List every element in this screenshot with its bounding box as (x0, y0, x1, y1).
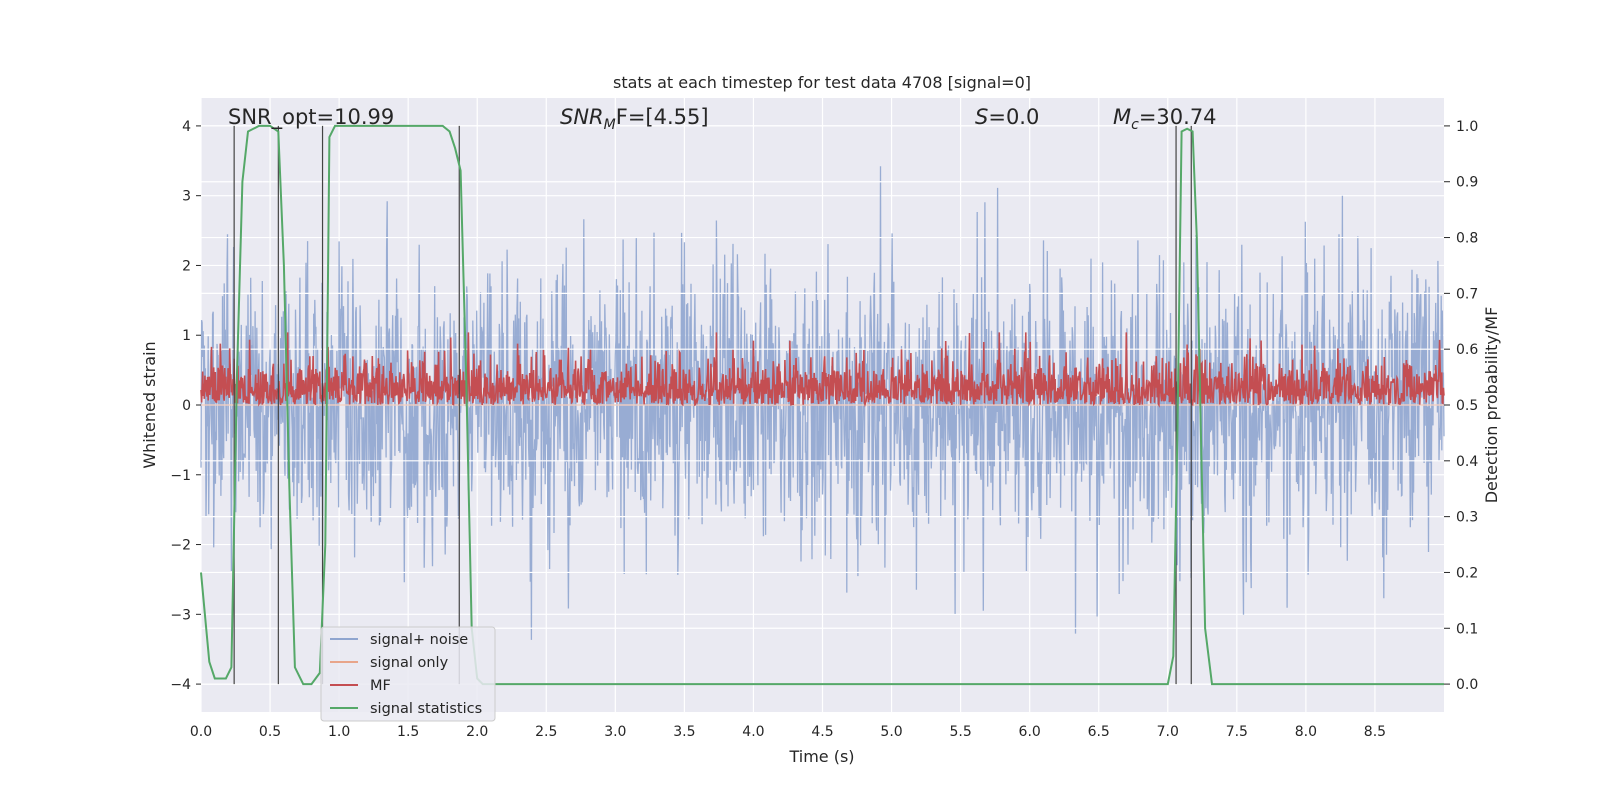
mc-value: =30.74 (1139, 105, 1217, 129)
x-tick-label: 3.5 (673, 724, 695, 740)
annotation-snr-opt: SNR_opt=10.99 (228, 105, 394, 130)
y-right-tick-label: 0.3 (1456, 510, 1478, 526)
x-tick-label: 4.5 (811, 724, 833, 740)
y-right-tick-label: 0.6 (1456, 342, 1478, 358)
signal-plus-noise-line (200, 166, 1445, 640)
y-right-tick-label: 0.1 (1456, 621, 1478, 637)
annotation-snr-mf: SNRMF=[4.55] (560, 105, 709, 133)
x-tick-label: 6.5 (1088, 724, 1110, 740)
x-tick-label: 2.5 (535, 724, 557, 740)
snr-mf-subscript: M (604, 117, 616, 133)
mc-symbol: M (1113, 105, 1131, 129)
series-mf (200, 332, 1445, 408)
x-tick-label: 0.0 (190, 724, 212, 740)
x-tick-label: 1.5 (397, 724, 419, 740)
x-tick-label: 7.0 (1157, 724, 1179, 740)
snr-mf-value: F=[4.55] (616, 105, 709, 129)
y-right-axis-ticks: 0.0 0.1 0.2 0.3 0.4 0.5 0.6 0.7 0.8 0.9 1.0 (1444, 119, 1478, 693)
x-axis-ticks: 0.0 0.5 1.0 1.5 2.0 2.5 3.0 3.5 4.0 4.5 5.0 5.5 6.0 6… (190, 724, 1386, 740)
y-left-tick-label: 3 (182, 189, 191, 205)
legend-label-signal-statistics: signal statistics (370, 701, 482, 717)
y-right-tick-label: 0.0 (1456, 677, 1478, 693)
legend-box (320, 626, 496, 722)
x-tick-label: 8.0 (1295, 724, 1317, 740)
y-right-tick-label: 0.8 (1456, 231, 1478, 247)
y-left-tick-label: 1 (182, 328, 191, 344)
x-tick-label: 4.0 (742, 724, 764, 740)
snr-mf-symbol: SNR (560, 105, 604, 129)
x-tick-label: 6.0 (1019, 724, 1041, 740)
y-left-axis-label: Whitened strain (140, 341, 159, 468)
y-left-tick-label: −1 (170, 468, 191, 484)
x-tick-label: 5.5 (949, 724, 971, 740)
signal-statistics-line (200, 124, 1444, 686)
legend-label-mf: MF (370, 678, 391, 694)
legend-label-signal-plus-noise: signal+ noise (370, 632, 468, 648)
y-left-axis-ticks: −4 −3 −2 −1 0 1 2 3 4 (170, 119, 201, 693)
annotation-mc: Mc=30.74 (1113, 105, 1217, 133)
x-tick-label: 3.0 (604, 724, 626, 740)
y-right-axis-label: Detection probability/MF (1482, 307, 1501, 504)
x-tick-label: 8.5 (1364, 724, 1386, 740)
chart-title: stats at each timestep for test data 470… (613, 73, 1031, 92)
x-tick-label: 0.5 (259, 724, 281, 740)
y-right-tick-label: 0.7 (1456, 286, 1478, 302)
mf-line (200, 332, 1445, 408)
x-tick-label: 7.5 (1226, 724, 1248, 740)
s-symbol: S (975, 105, 988, 129)
y-right-tick-label: 0.4 (1456, 454, 1478, 470)
y-left-tick-label: −3 (170, 607, 191, 623)
y-right-tick-label: 0.2 (1456, 565, 1478, 581)
legend-label-signal-only: signal only (370, 655, 449, 671)
x-axis-label: Time (s) (788, 747, 854, 766)
legend: signal+ noise signal only MF signal stat… (320, 626, 496, 722)
x-tick-label: 1.0 (328, 724, 350, 740)
y-left-tick-label: 4 (182, 119, 191, 135)
y-left-tick-label: 0 (182, 398, 191, 414)
s-value: =0.0 (988, 105, 1039, 129)
y-right-tick-label: 1.0 (1456, 119, 1478, 135)
mc-subscript: c (1131, 117, 1139, 133)
x-tick-label: 2.0 (466, 724, 488, 740)
y-right-tick-label: 0.9 (1456, 175, 1478, 191)
y-left-tick-label: 2 (182, 258, 191, 274)
y-right-tick-label: 0.5 (1456, 398, 1478, 414)
y-left-tick-label: −4 (170, 677, 191, 693)
y-left-tick-label: −2 (170, 538, 191, 554)
series-signal-statistics (200, 124, 1444, 686)
x-tick-label: 5.0 (880, 724, 902, 740)
annotation-s: S=0.0 (975, 105, 1039, 129)
